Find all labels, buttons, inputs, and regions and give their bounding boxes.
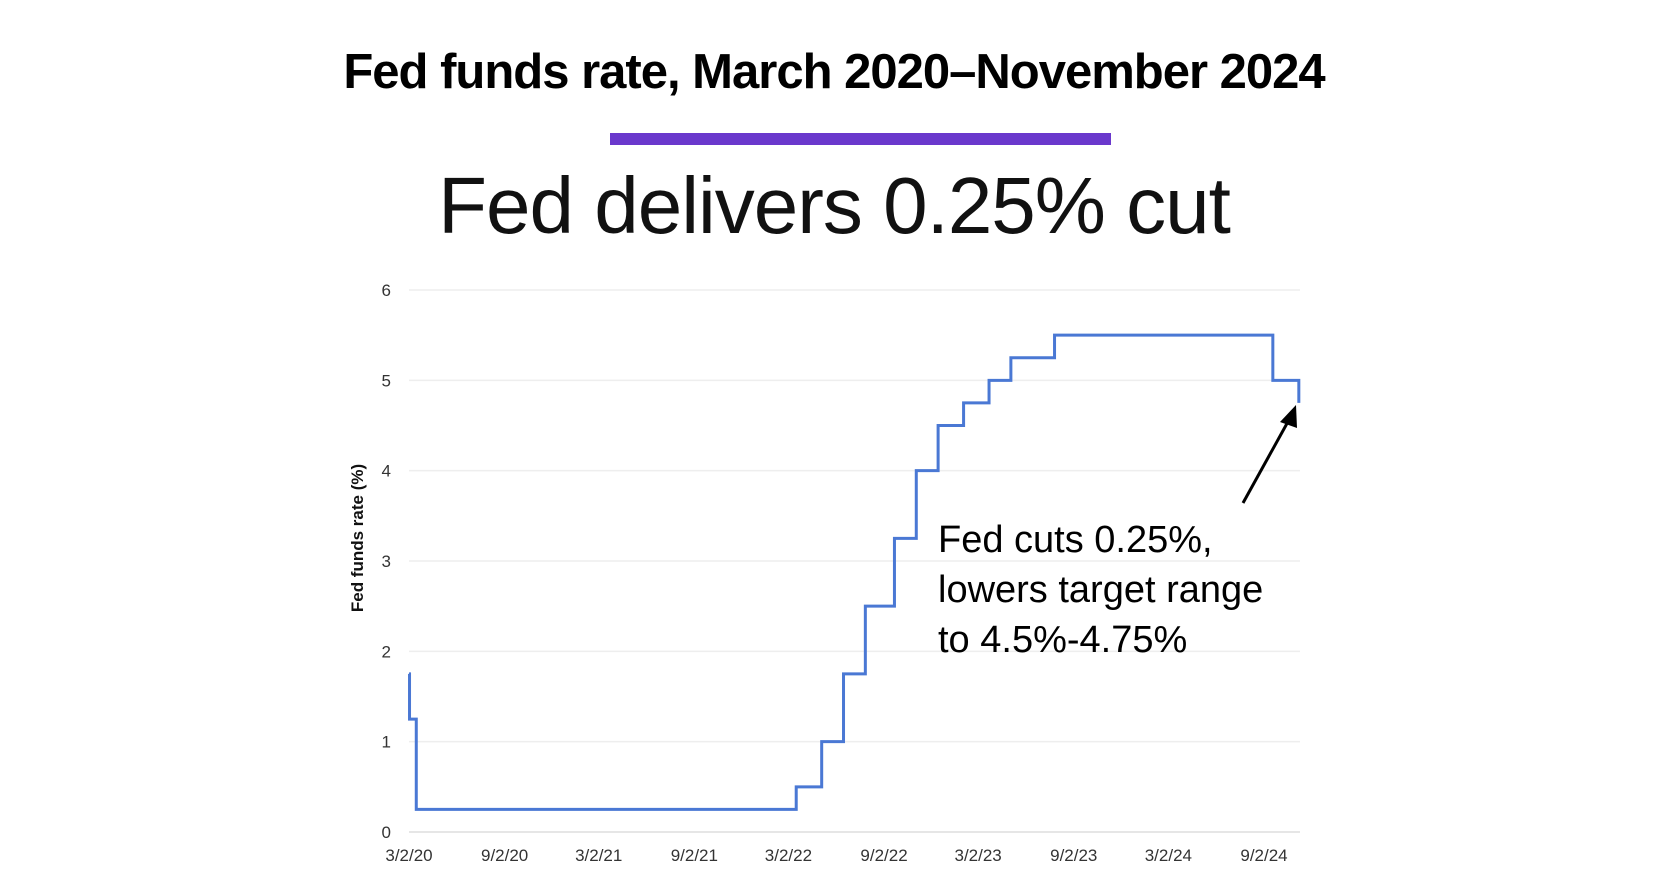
annotation-line: to 4.5%-4.75% bbox=[938, 619, 1188, 661]
y-tick-label: 1 bbox=[382, 733, 391, 752]
y-tick-label: 0 bbox=[382, 823, 391, 842]
x-tick-label: 9/2/20 bbox=[481, 846, 528, 865]
x-tick-label: 3/2/21 bbox=[575, 846, 622, 865]
y-tick-label: 5 bbox=[382, 371, 391, 390]
x-tick-label: 3/2/22 bbox=[765, 846, 812, 865]
y-tick-label: 3 bbox=[382, 552, 391, 571]
x-tick-label: 3/2/24 bbox=[1145, 846, 1192, 865]
page-title: Fed funds rate, March 2020–November 2024 bbox=[343, 45, 1325, 99]
annotation-arrow bbox=[1241, 405, 1297, 504]
series-line bbox=[408, 333, 1301, 811]
x-tick-label: 9/2/21 bbox=[671, 846, 718, 865]
x-tick-label: 3/2/23 bbox=[955, 846, 1002, 865]
page-subtitle: Fed delivers 0.25% cut bbox=[438, 161, 1231, 250]
x-tick-label: 3/2/20 bbox=[385, 846, 432, 865]
x-tick-label: 9/2/24 bbox=[1240, 846, 1287, 865]
y-tick-label: 4 bbox=[382, 462, 391, 481]
y-tick-label: 6 bbox=[382, 281, 391, 300]
y-axis-label: Fed funds rate (%) bbox=[348, 464, 367, 612]
x-tick-label: 9/2/22 bbox=[860, 846, 907, 865]
annotation-line: Fed cuts 0.25%, bbox=[938, 519, 1213, 561]
annotation: Fed cuts 0.25%, lowers target range to 4… bbox=[938, 515, 1263, 665]
annotation-line: lowers target range bbox=[938, 569, 1264, 611]
accent-bar bbox=[610, 133, 1111, 145]
y-tick-label: 2 bbox=[382, 642, 391, 661]
x-tick-label: 9/2/23 bbox=[1050, 846, 1097, 865]
